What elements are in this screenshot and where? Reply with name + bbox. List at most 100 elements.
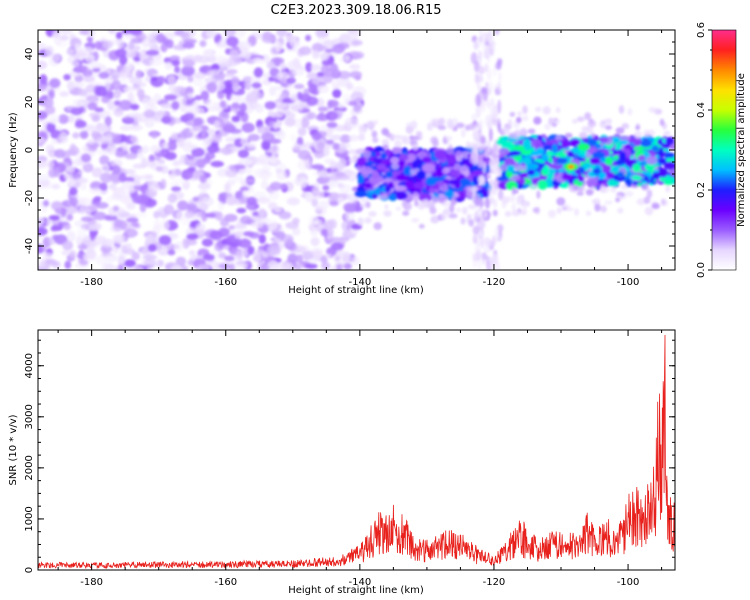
heatmap-cell — [332, 142, 340, 151]
heatmap-cell — [269, 181, 282, 191]
heatmap-cell — [589, 156, 601, 165]
heatmap-cell — [167, 249, 176, 256]
heatmap-cell — [365, 201, 371, 209]
heatmap-cell — [547, 209, 557, 219]
heatmap-cell — [364, 217, 372, 224]
heatmap-cell — [508, 150, 522, 156]
heatmap-cell — [314, 30, 329, 38]
heatmap-cell — [577, 116, 585, 122]
heatmap-cell — [491, 161, 498, 175]
heatmap-cell — [170, 168, 177, 180]
heatmap-cell — [292, 227, 301, 236]
heatmap-cell — [156, 32, 166, 44]
heatmap-cell — [124, 152, 138, 160]
colorbar-tick-label: 0.0 — [696, 262, 707, 278]
heatmap-cell — [544, 123, 552, 130]
heatmap-cell — [334, 124, 347, 132]
y-tick-label: 0 — [24, 147, 35, 153]
heatmap-cell — [497, 189, 504, 201]
heatmap-cell — [351, 51, 365, 60]
heatmap-cell — [305, 34, 312, 42]
heatmap-cell — [618, 105, 625, 114]
heatmap-cell — [381, 158, 390, 165]
heatmap-cell — [105, 255, 113, 263]
heatmap-cell — [130, 124, 143, 131]
heatmap-cell — [313, 150, 325, 159]
heatmap-cell — [197, 160, 206, 169]
heatmap-cell — [648, 106, 657, 113]
heatmap-cell — [64, 149, 78, 156]
heatmap-cell — [187, 75, 194, 83]
heatmap-cell — [182, 42, 195, 49]
heatmap-cell — [327, 180, 341, 188]
y-tick-label: 1000 — [24, 506, 35, 531]
heatmap-cell — [261, 34, 276, 44]
heatmap-cell — [285, 221, 299, 230]
heatmap-cell — [633, 136, 642, 147]
y-tick-label: 20 — [24, 96, 35, 109]
colorbar: 0.0 0.2 0.4 0.6 Normalized spectral amplitu… — [696, 22, 747, 278]
heatmap-cell — [330, 134, 343, 141]
heatmap-cell — [157, 158, 166, 165]
heatmap-cell — [95, 85, 107, 97]
colorbar-tick-label: 0.4 — [696, 102, 707, 118]
heatmap-cell — [480, 99, 486, 113]
heatmap-cell — [239, 102, 247, 113]
heatmap-cell — [486, 67, 492, 81]
heatmap-cell — [132, 163, 147, 169]
heatmap-cell — [113, 218, 123, 228]
heatmap-cell — [102, 238, 114, 248]
heatmap-cell — [167, 193, 178, 204]
heatmap-cell — [555, 135, 563, 141]
heatmap-cell — [592, 151, 606, 159]
heatmap-cell — [124, 169, 136, 175]
heatmap-cell — [275, 41, 283, 52]
heatmap-cell — [402, 138, 411, 145]
heatmap-cell — [193, 72, 206, 80]
heatmap-cell — [479, 220, 486, 229]
heatmap-cell — [324, 67, 332, 78]
heatmap-cell — [164, 151, 177, 161]
heatmap-cell — [511, 203, 516, 212]
heatmap-cell — [558, 182, 571, 189]
heatmap-cell — [338, 70, 351, 80]
heatmap-cell — [484, 63, 489, 73]
heatmap-cell — [83, 124, 97, 132]
heatmap-cell — [310, 228, 319, 237]
heatmap-cell — [441, 200, 451, 208]
heatmap-cell — [652, 172, 661, 180]
heatmap-cell — [376, 163, 387, 171]
heatmap-cell — [63, 73, 71, 81]
heatmap-cell — [124, 117, 135, 124]
heatmap-cell — [383, 210, 392, 217]
heatmap-cell — [158, 235, 172, 246]
heatmap-cell — [492, 64, 497, 77]
heatmap-cell — [291, 105, 299, 111]
heatmap-cell — [69, 196, 78, 207]
heatmap-cell — [599, 120, 607, 129]
heatmap-cell — [285, 238, 294, 248]
heatmap-cell — [245, 177, 255, 184]
heatmap-cell — [517, 111, 522, 117]
heatmap-cell — [651, 202, 660, 210]
heatmap-cell — [379, 193, 389, 200]
heatmap-cell — [269, 112, 281, 118]
heatmap-cell — [91, 167, 103, 178]
heatmap-cell — [70, 60, 80, 67]
heatmap-cell — [202, 253, 215, 261]
heatmap-cell — [318, 170, 329, 178]
heatmap-cell — [637, 154, 646, 162]
heatmap-cell — [381, 139, 388, 146]
heatmap-cell — [226, 36, 239, 47]
heatmap-cell — [577, 143, 590, 151]
heatmap-cell — [243, 231, 255, 237]
heatmap-cell — [615, 197, 620, 203]
heatmap-cell — [46, 122, 56, 133]
heatmap-cell — [229, 49, 239, 60]
heatmap-cell — [327, 218, 338, 230]
heatmap-cell — [499, 163, 508, 172]
heatmap-cell — [87, 139, 95, 145]
heatmap-cell — [38, 243, 44, 254]
heatmap-cell — [296, 30, 308, 33]
heatmap-cell — [221, 146, 232, 156]
